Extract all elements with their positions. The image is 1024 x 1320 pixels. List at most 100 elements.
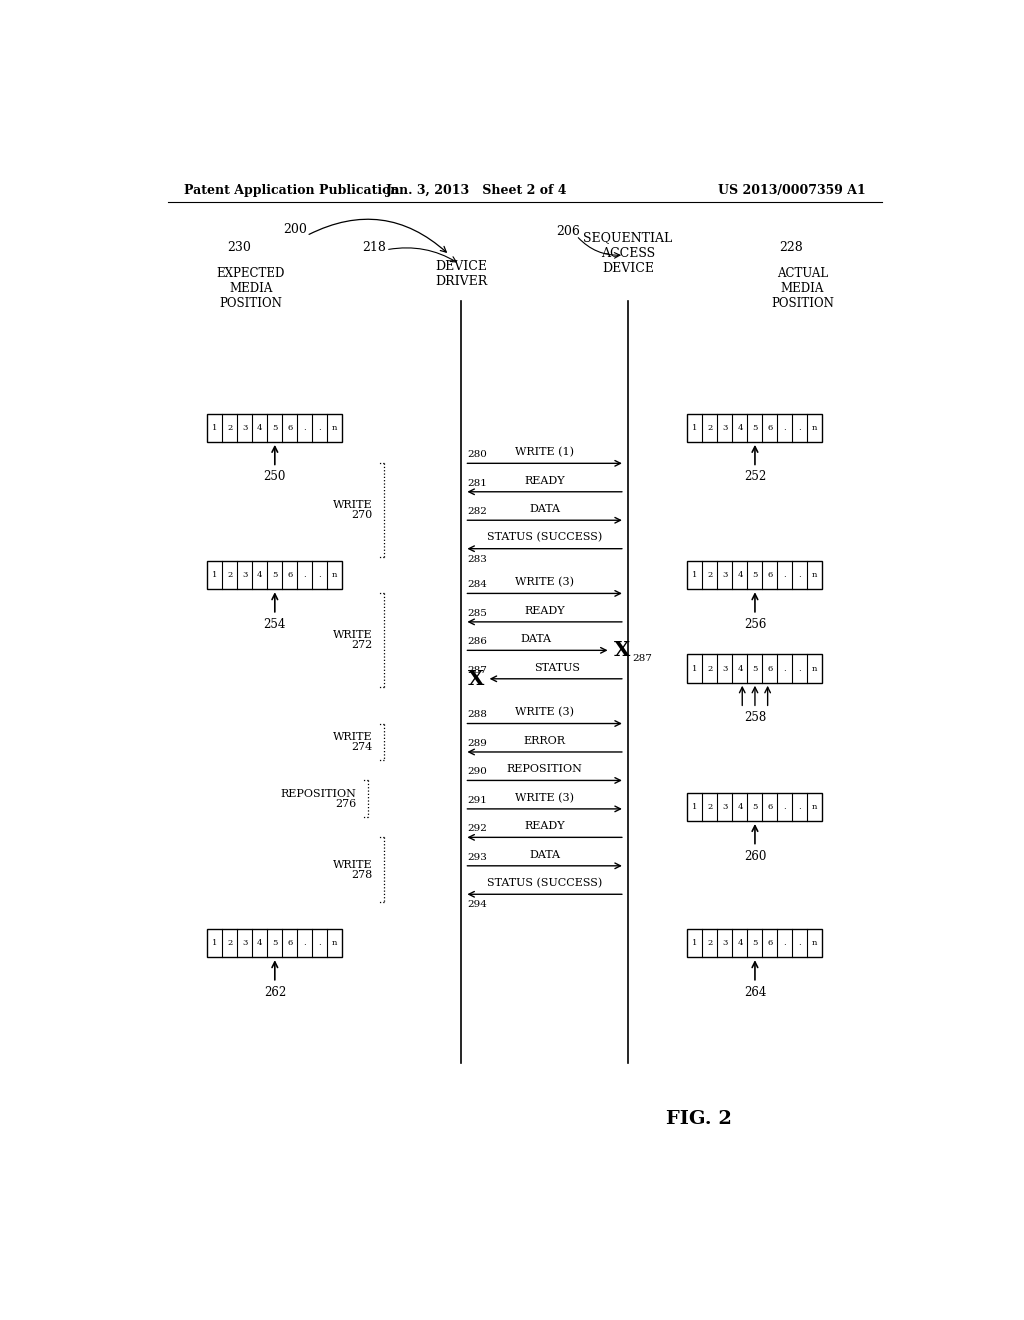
Text: n: n (812, 803, 817, 810)
Text: 286: 286 (468, 638, 487, 647)
Text: 1: 1 (692, 572, 697, 579)
Text: STATUS: STATUS (535, 663, 581, 673)
Text: 2: 2 (708, 572, 713, 579)
Text: 5: 5 (272, 572, 278, 579)
Text: 4: 4 (737, 665, 742, 673)
Text: X: X (467, 669, 483, 689)
Text: 4: 4 (737, 572, 742, 579)
Text: 272: 272 (351, 640, 373, 651)
Text: .: . (303, 939, 306, 946)
Text: WRITE (1): WRITE (1) (515, 447, 574, 457)
Text: .: . (799, 665, 801, 673)
Text: 254: 254 (263, 618, 286, 631)
Text: 292: 292 (468, 824, 487, 833)
Text: 278: 278 (351, 870, 373, 880)
Text: DATA: DATA (529, 504, 560, 515)
Text: 3: 3 (242, 939, 248, 946)
Text: n: n (812, 665, 817, 673)
Text: 6: 6 (287, 424, 293, 432)
Text: 206: 206 (557, 226, 581, 238)
Text: 5: 5 (272, 424, 278, 432)
Text: STATUS (SUCCESS): STATUS (SUCCESS) (487, 878, 602, 888)
Text: READY: READY (524, 821, 565, 832)
Text: 6: 6 (767, 572, 772, 579)
Text: 5: 5 (272, 939, 278, 946)
Text: 1: 1 (692, 424, 697, 432)
Bar (687, 561, 822, 589)
Text: Jan. 3, 2013   Sheet 2 of 4: Jan. 3, 2013 Sheet 2 of 4 (386, 185, 568, 198)
Text: WRITE: WRITE (333, 630, 373, 640)
Text: 280: 280 (468, 450, 487, 459)
Text: STATUS (SUCCESS): STATUS (SUCCESS) (487, 532, 602, 543)
Text: n: n (332, 572, 338, 579)
Text: 3: 3 (242, 424, 248, 432)
Text: WRITE (3): WRITE (3) (515, 792, 574, 803)
Text: 1: 1 (692, 939, 697, 946)
Text: 228: 228 (778, 242, 803, 255)
Text: ACTUAL
MEDIA
POSITION: ACTUAL MEDIA POSITION (771, 267, 834, 310)
Text: 230: 230 (227, 242, 251, 255)
Text: 5: 5 (753, 572, 758, 579)
Text: 262: 262 (264, 986, 286, 999)
Text: n: n (812, 572, 817, 579)
Text: .: . (799, 939, 801, 946)
Text: .: . (303, 572, 306, 579)
Text: 4: 4 (257, 572, 262, 579)
Text: SEQUENTIAL
ACCESS
DEVICE: SEQUENTIAL ACCESS DEVICE (584, 231, 673, 275)
Text: WRITE: WRITE (333, 859, 373, 870)
Bar (687, 929, 822, 957)
Text: 1: 1 (212, 572, 217, 579)
Text: n: n (812, 424, 817, 432)
Text: .: . (318, 572, 322, 579)
Text: Patent Application Publication: Patent Application Publication (183, 185, 399, 198)
Text: 2: 2 (227, 572, 232, 579)
Text: 276: 276 (335, 799, 356, 809)
Text: 4: 4 (257, 939, 262, 946)
Text: 2: 2 (708, 665, 713, 673)
Text: DATA: DATA (529, 850, 560, 859)
Text: .: . (783, 572, 786, 579)
Text: 5: 5 (753, 939, 758, 946)
Text: 2: 2 (708, 803, 713, 810)
Text: 258: 258 (743, 711, 766, 725)
Text: 2: 2 (227, 939, 232, 946)
Text: 3: 3 (722, 665, 728, 673)
Text: 6: 6 (767, 939, 772, 946)
Text: n: n (812, 939, 817, 946)
Text: 6: 6 (287, 939, 293, 946)
Text: 260: 260 (743, 850, 766, 862)
Text: 4: 4 (737, 803, 742, 810)
Text: REPOSITION: REPOSITION (281, 789, 356, 799)
Text: 282: 282 (468, 507, 487, 516)
Text: 294: 294 (468, 899, 487, 908)
Text: 2: 2 (708, 939, 713, 946)
Text: 285: 285 (468, 609, 487, 618)
Text: REPOSITION: REPOSITION (507, 764, 583, 775)
Text: 2: 2 (227, 424, 232, 432)
Text: 6: 6 (767, 424, 772, 432)
Text: .: . (303, 424, 306, 432)
Bar (207, 561, 342, 589)
Text: 1: 1 (692, 803, 697, 810)
Text: 274: 274 (351, 742, 373, 752)
Text: 4: 4 (737, 939, 742, 946)
Text: 3: 3 (722, 803, 728, 810)
Text: 290: 290 (468, 767, 487, 776)
Bar (687, 413, 822, 442)
Text: 289: 289 (468, 739, 487, 748)
Text: n: n (332, 424, 338, 432)
Text: 264: 264 (743, 986, 766, 999)
Text: 4: 4 (737, 424, 742, 432)
Text: 284: 284 (468, 581, 487, 589)
Bar (687, 792, 822, 821)
Text: 6: 6 (767, 803, 772, 810)
Text: WRITE (3): WRITE (3) (515, 577, 574, 587)
Text: DEVICE
DRIVER: DEVICE DRIVER (435, 260, 487, 288)
Text: FIG. 2: FIG. 2 (667, 1110, 732, 1127)
Text: 288: 288 (468, 710, 487, 719)
Text: READY: READY (524, 475, 565, 486)
Bar (687, 655, 822, 682)
Text: 1: 1 (212, 939, 217, 946)
Text: 250: 250 (263, 470, 286, 483)
Text: 5: 5 (753, 424, 758, 432)
